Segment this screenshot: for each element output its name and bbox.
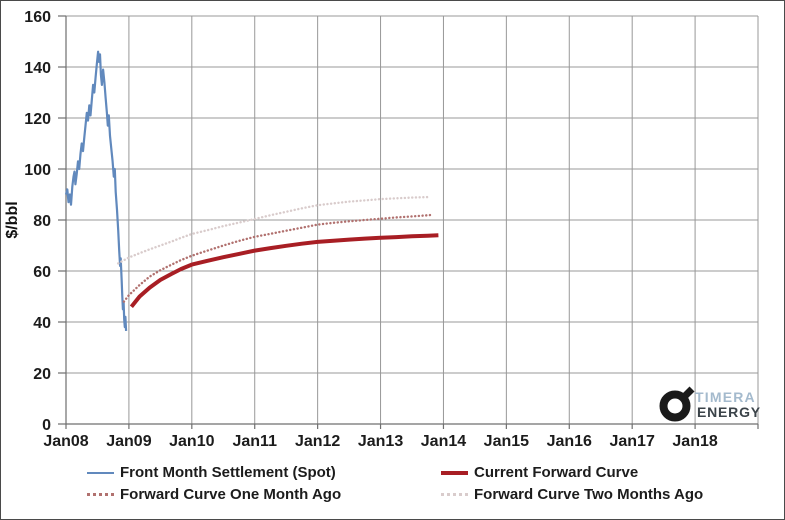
y-tick-label: 120 [24, 111, 51, 128]
legend-label-spot: Front Month Settlement (Spot) [120, 464, 336, 481]
legend-swatch-spot-line [87, 471, 114, 474]
y-axis-title: $/bbl [4, 201, 21, 238]
series-one-month-ago [122, 213, 434, 303]
series-current [129, 233, 439, 308]
axis-layer [58, 15, 759, 429]
legend-swatch-one-month-dotted [87, 493, 114, 496]
y-tick-label: 60 [33, 264, 51, 281]
grid-layer [65, 15, 759, 425]
logo-text-timera: TIMERA [695, 389, 756, 405]
legend: Front Month Settlement (Spot) Current Fo… [87, 462, 703, 505]
series-layer [64, 50, 439, 331]
x-tick-label: Jan14 [421, 433, 466, 450]
sigma-icon [659, 390, 691, 422]
y-tick-label: 160 [24, 9, 51, 26]
y-tick-label: 20 [33, 366, 51, 383]
series-spot [64, 50, 128, 331]
legend-label-two-months-ago: Forward Curve Two Months Ago [474, 486, 704, 503]
x-tick-label: Jan08 [43, 433, 88, 450]
x-tick-label: Jan11 [232, 433, 277, 450]
legend-swatch-two-months-dotted [441, 493, 468, 496]
x-tick-label: Jan17 [609, 433, 654, 450]
y-tick-label: 140 [24, 60, 51, 77]
sigma-icon-tail [680, 386, 695, 401]
price-chart: Jan08 Jan09 Jan10 Jan11 Jan12 Jan13 Jan14 Jan15… [4, 9, 761, 450]
legend-label-current-forward: Current Forward Curve [474, 464, 639, 481]
legend-item-spot: Front Month Settlement (Spot) [87, 462, 441, 483]
legend-swatch-current-line [441, 470, 468, 475]
legend-label-one-month-ago: Forward Curve One Month Ago [120, 486, 342, 503]
x-tick-label: Jan15 [484, 433, 529, 450]
legend-item-two-months-ago: Forward Curve Two Months Ago [441, 484, 703, 505]
x-tick-label: Jan12 [295, 433, 340, 450]
y-tick-label: 40 [33, 315, 51, 332]
x-tick-label: Jan09 [106, 433, 151, 450]
y-tick-label: 80 [33, 213, 51, 230]
timera-energy-logo: TIMERA ENERGY [659, 386, 761, 422]
y-tick-label: 0 [42, 417, 51, 434]
tick-label-layer: Jan08 Jan09 Jan10 Jan11 Jan12 Jan13 Jan14 Jan15… [24, 9, 718, 450]
x-tick-label: Jan16 [547, 433, 592, 450]
x-tick-label: Jan10 [169, 433, 214, 450]
legend-item-one-month-ago: Forward Curve One Month Ago [87, 484, 441, 505]
y-tick-label: 100 [24, 162, 51, 179]
series-two-months-ago [116, 195, 429, 265]
logo-text-energy: ENERGY [697, 404, 761, 420]
x-tick-label: Jan18 [672, 433, 717, 450]
legend-item-current-forward: Current Forward Curve [441, 462, 703, 483]
x-tick-label: Jan13 [358, 433, 403, 450]
